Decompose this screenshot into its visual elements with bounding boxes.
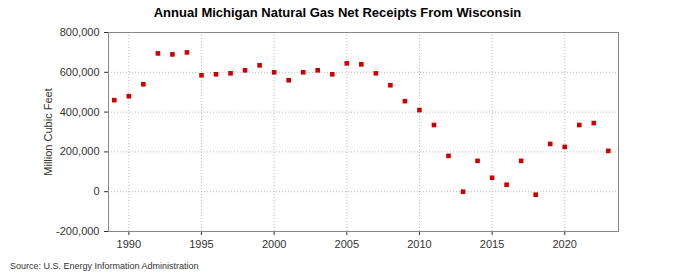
- svg-text:600,000: 600,000: [60, 66, 100, 78]
- svg-text:0: 0: [93, 185, 99, 197]
- html-text:Source: U.S. Energy Informatio: Source: U.S. Energy Information Administ…: [10, 261, 199, 271]
- svg-text:2010: 2010: [407, 238, 431, 250]
- svg-text:400,000: 400,000: [60, 106, 100, 118]
- svg-text:800,000: 800,000: [60, 26, 100, 38]
- svg-text:2015: 2015: [480, 238, 504, 250]
- svg-text:2000: 2000: [262, 238, 286, 250]
- svg-text:1995: 1995: [189, 238, 213, 250]
- html-text:Annual Michigan Natural Gas Ne: Annual Michigan Natural Gas Net Receipts…: [153, 5, 522, 20]
- svg-text:-200,000: -200,000: [56, 225, 99, 237]
- svg-text:200,000: 200,000: [60, 145, 100, 157]
- svg-text:2020: 2020: [552, 238, 576, 250]
- svg-text:2005: 2005: [335, 238, 359, 250]
- svg-text:Million Cubic Feet: Million Cubic Feet: [42, 88, 54, 175]
- svg-text:1990: 1990: [117, 238, 141, 250]
